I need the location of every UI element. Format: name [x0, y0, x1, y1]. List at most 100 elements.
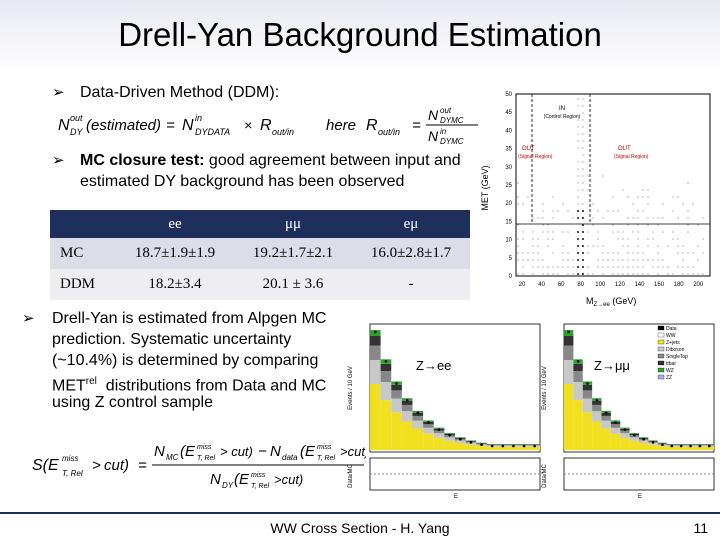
hist-bar: [391, 412, 402, 450]
scatter-dot: [517, 224, 519, 226]
scatter-dot: [632, 273, 634, 275]
hist-zmumu-ratio-label: Data/MC: [542, 463, 548, 487]
x-tick-label: 100: [595, 282, 606, 288]
scatter-dot: [627, 238, 629, 240]
f2-num-a-esub: T, Rel: [197, 455, 215, 462]
hist-bar: [667, 446, 677, 450]
hist-bar: [610, 427, 621, 434]
scatter-dot: [702, 252, 704, 254]
hist-bar: [391, 390, 402, 399]
scatter-dot: [652, 217, 654, 219]
hist-bar: [657, 445, 668, 450]
hist-bar: [401, 404, 413, 412]
scatter-dot: [617, 210, 619, 212]
table-row: MC 18.7±1.9±1.9 19.2±1.7±2.1 16.0±2.8±1.…: [50, 238, 470, 269]
f1-num-sup: out: [440, 106, 452, 115]
scatter-dot: [597, 245, 599, 247]
f2-cut: cut): [104, 457, 129, 474]
scatter-dot: [627, 252, 629, 254]
hist-data-point: [567, 330, 570, 334]
scatter-dot: [582, 140, 584, 142]
scatter-dot: [687, 224, 689, 226]
hist-data-point: [642, 437, 645, 441]
scatter-dot: [697, 245, 699, 247]
y-tick-label: 30: [505, 165, 512, 171]
scatter-dot: [532, 245, 534, 247]
table-cell: MC: [50, 238, 116, 269]
scatter-dot: [602, 266, 604, 268]
scatter-dot: [602, 217, 604, 219]
scatter-dot: [542, 273, 544, 275]
hist-zee: Events / 10 GeV Data/MC Z→ee E: [348, 323, 541, 498]
scatter-dot: [662, 217, 664, 219]
hist-zmumu-label: Z→μμ: [594, 358, 630, 373]
scatter-dot: [582, 266, 584, 268]
f1-num-n: N: [428, 107, 439, 123]
scatter-dot: [532, 238, 534, 240]
f2-num-b-sup: miss: [317, 444, 332, 451]
scatter-dot: [647, 224, 649, 226]
hist-bar: [423, 433, 434, 450]
scatter-dot: [557, 273, 559, 275]
region-out-right-sub: (Signal Region): [614, 154, 649, 160]
scatter-dot: [567, 210, 569, 212]
y-tick-label: 15: [505, 219, 512, 225]
f1-mid-sup: in: [195, 113, 202, 123]
scatter-dot: [577, 259, 579, 261]
scatter-dot: [687, 231, 689, 233]
scatter-dot: [542, 266, 544, 268]
scatter-dot: [587, 273, 589, 275]
footer-text: WW Cross Section - H. Yang: [270, 520, 450, 536]
scatter-dot: [577, 126, 579, 128]
hist-bar: [455, 442, 466, 450]
hist-bar: [620, 433, 630, 438]
f2-eq: =: [138, 457, 147, 474]
legend-swatch: [657, 325, 665, 331]
scatter-dot: [542, 210, 544, 212]
hist-zmumu-xlabel: E: [638, 494, 642, 498]
y-tick-label: 20: [505, 201, 512, 207]
scatter-dot: [652, 266, 654, 268]
scatter-dot: [612, 210, 614, 212]
x-tick-label: 120: [615, 282, 626, 288]
scatter-dot: [522, 273, 524, 275]
scatter-dot: [577, 119, 579, 121]
scatter-dot: [657, 217, 659, 219]
scatter-dot: [662, 231, 664, 233]
bullet-closure: ➢ MC closure test: good agreement betwee…: [52, 150, 482, 194]
scatter-dot: [597, 259, 599, 261]
scatter-dot: [577, 266, 579, 268]
x-tick-labels: 20 40 60 80 100 120 140 160 180 200: [519, 282, 704, 288]
f2-num-a-arg: (E: [180, 443, 196, 460]
hist-bar: [370, 345, 381, 360]
scatter-dot: [617, 231, 619, 233]
legend-entry: WZ: [666, 368, 674, 374]
bullet3-line4: METrel distributions from Data and MC: [52, 371, 326, 396]
hist-zee-ratio-label: Data/MC: [348, 463, 354, 487]
scatter-dot: [672, 231, 674, 233]
hist-bar: [391, 384, 402, 391]
scatter-dot: [642, 196, 644, 198]
footer-rule: [0, 512, 720, 514]
scatter-dot: [577, 140, 579, 142]
scatter-dot: [582, 98, 584, 100]
hist-data-point: [586, 382, 589, 385]
scatter-dot: [592, 245, 594, 247]
bullet-closure-line2: estimated DY background has been observe…: [80, 173, 405, 190]
hist-data-point: [679, 444, 683, 448]
scatter-dot: [682, 245, 684, 247]
scatter-dot: [582, 147, 584, 149]
hist-data-point: [405, 398, 409, 402]
scatter-dot: [622, 259, 624, 261]
scatter-dot: [547, 245, 549, 247]
scatter-dot: [587, 175, 589, 177]
hist-bar: [592, 404, 602, 412]
f1-rhs-r-sub: out/in: [378, 127, 400, 137]
scatter-dot: [597, 231, 599, 233]
f2-num-a-sup: miss: [197, 444, 212, 451]
f1-den-sub: DYMC: [440, 137, 464, 146]
rel-sup: rel: [85, 376, 97, 387]
f1-times: ×: [244, 117, 252, 133]
scatter-dot: [672, 196, 674, 198]
hist-bar: [639, 437, 649, 438]
